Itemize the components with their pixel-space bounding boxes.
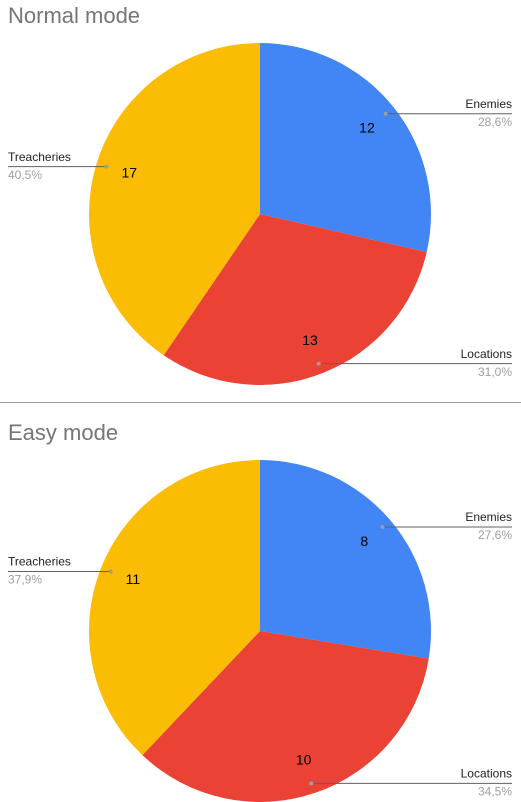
slice-name: Treacheries: [8, 555, 71, 569]
callout-dot: [383, 111, 388, 116]
slice-name: Locations: [461, 766, 512, 780]
slice-name: Enemies: [465, 97, 512, 111]
callout-dot: [309, 781, 314, 786]
slice-percent: 34,5%: [478, 784, 512, 798]
callout-dot: [316, 361, 321, 366]
slice-value: 13: [302, 332, 318, 348]
slice-percent: 31,0%: [478, 365, 512, 379]
slice-value: 12: [359, 119, 375, 135]
callout-dot: [108, 569, 113, 574]
slice-value: 10: [296, 751, 312, 767]
slice-value: 11: [126, 571, 141, 587]
chart-title: Easy mode: [8, 420, 118, 445]
callout-dot: [104, 164, 109, 169]
pie-slice: [88, 43, 261, 356]
chart-title: Normal mode: [8, 3, 140, 28]
slice-name: Enemies: [465, 510, 512, 524]
slice-percent: 28,6%: [478, 115, 512, 129]
slice-percent: 40,5%: [8, 168, 42, 182]
pie-slice: [260, 43, 431, 253]
pie-slice: [89, 460, 261, 756]
pie-slice: [163, 214, 427, 386]
slice-percent: 27,6%: [478, 528, 512, 542]
pie-slice: [260, 460, 432, 659]
slice-name: Locations: [461, 347, 512, 361]
callout-dot: [380, 524, 385, 529]
slice-value: 8: [360, 533, 368, 549]
slice-percent: 37,9%: [8, 573, 42, 587]
slice-name: Treacheries: [8, 150, 71, 164]
pie-slice: [142, 631, 429, 802]
slice-value: 17: [121, 164, 137, 180]
